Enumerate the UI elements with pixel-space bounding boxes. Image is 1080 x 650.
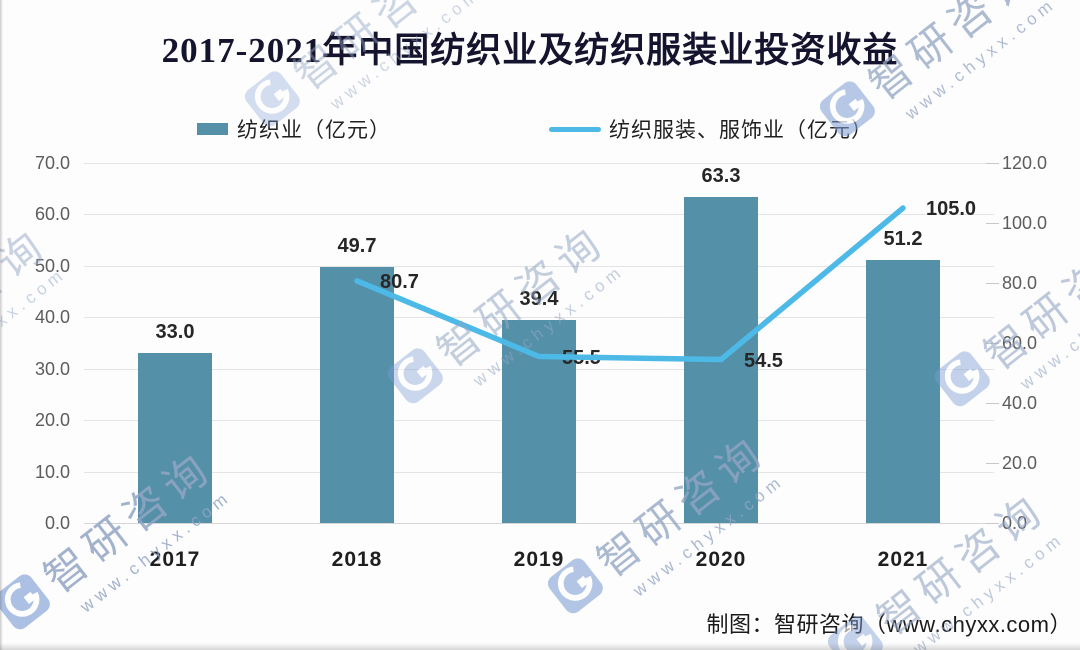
bar-value-label: 51.2: [883, 227, 923, 250]
line-series-swatch: [549, 126, 601, 132]
y-axis-left-tick: 50.0: [34, 255, 70, 276]
y-axis-right-tick: 100.0: [1002, 213, 1048, 233]
legend-label: 纺织服装、服饰业（亿元）: [609, 119, 873, 142]
y-axis-left-tick: 20.0: [34, 410, 70, 431]
y-axis-right-tick-mark: [986, 343, 999, 344]
y-axis-left-tick: 40.0: [34, 307, 70, 328]
gridline: [84, 523, 994, 524]
y-axis-right-tick-mark: [986, 283, 999, 284]
legend-label: 纺织业（亿元）: [237, 119, 391, 142]
y-axis-right-tick: 40.0: [1002, 393, 1038, 413]
x-axis-label-2018: 2018: [331, 548, 383, 571]
y-axis-right-tick-mark: [986, 223, 999, 224]
gridline: [84, 163, 994, 164]
x-axis-label-2017: 2017: [149, 548, 201, 571]
gridline: [84, 265, 994, 267]
bar-series-swatch: [197, 123, 228, 135]
bar-value-label: 39.4: [519, 288, 559, 311]
legend-item-apparel-industry: 纺织服装、服饰业（亿元）: [549, 114, 873, 144]
y-axis-left-tick: 0.0: [44, 513, 70, 533]
line-value-label: 54.5: [744, 349, 783, 372]
x-axis-label-2020: 2020: [695, 548, 747, 571]
y-axis-right-tick: 60.0: [1002, 333, 1038, 353]
y-axis-right-tick: 20.0: [1002, 453, 1038, 473]
bar-2021: [866, 259, 940, 523]
line-path: [354, 205, 906, 363]
y-axis-right-tick: 80.0: [1002, 273, 1038, 293]
y-axis-right-tick-mark: [986, 163, 999, 164]
y-axis-right-tick: 0.0: [1002, 513, 1028, 533]
y-axis-right-tick-mark: [986, 463, 999, 464]
chart-title: 2017-2021年中国纺织业及纺织服装业投资收益: [161, 31, 899, 70]
gridline: [84, 317, 994, 319]
y-axis-left-tick: 10.0: [34, 461, 70, 482]
line-value-label: 80.7: [380, 270, 419, 293]
bar-2018: [320, 267, 394, 523]
scan-edge-left: [0, 0, 3, 650]
bar-value-label: 49.7: [337, 235, 377, 258]
bar-2017: [138, 353, 212, 523]
x-axis-label-2021: 2021: [877, 548, 929, 571]
footer-credit: 制图：智研咨询（www.chyxx.com）: [706, 612, 1072, 637]
y-axis-right-tick: 120.0: [1002, 153, 1048, 173]
y-axis-left-tick: 60.0: [34, 204, 70, 225]
legend-item-textile-industry: 纺织业（亿元）: [197, 114, 391, 144]
y-axis-left-tick: 70.0: [34, 153, 70, 173]
y-axis-right-tick-mark: [986, 403, 999, 404]
y-axis-right-tick-mark: [986, 523, 999, 524]
bar-value-label: 33.0: [155, 321, 195, 344]
bar-value-label: 63.3: [701, 165, 741, 188]
gridline: [84, 214, 994, 216]
line-value-label: 105.0: [926, 198, 977, 220]
y-axis-left-tick: 30.0: [34, 358, 70, 379]
legend: 纺织业（亿元） 纺织服装、服饰业（亿元）: [0, 114, 1080, 144]
scan-edge-bottom: [0, 643, 1080, 650]
